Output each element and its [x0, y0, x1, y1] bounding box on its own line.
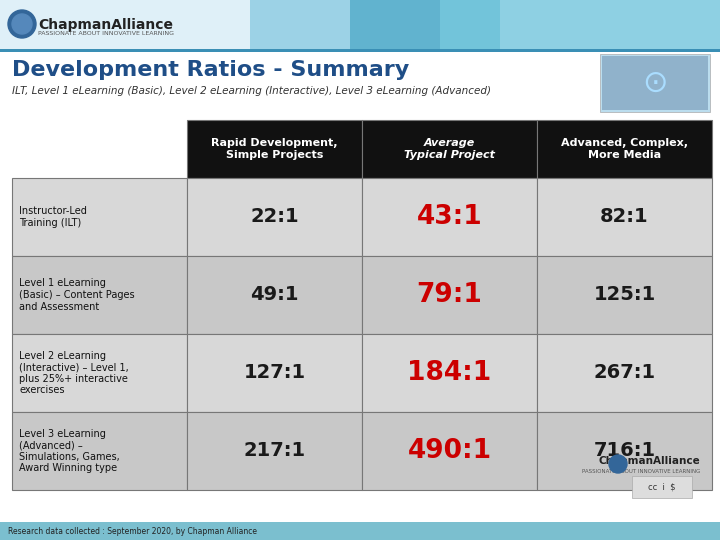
Bar [537, 256, 712, 334]
Bar [500, 0, 720, 49]
Text: Rapid Development,
Simple Projects: Rapid Development, Simple Projects [211, 138, 338, 160]
Bar [600, 54, 710, 112]
Text: Level 1 eLearning
(Basic) – Content Pages
and Assessment: Level 1 eLearning (Basic) – Content Page… [19, 279, 135, 312]
Bar [0, 49, 720, 52]
Bar [350, 0, 720, 49]
Bar [537, 120, 712, 178]
Text: 217:1: 217:1 [243, 442, 305, 461]
Text: Development Ratios - Summary: Development Ratios - Summary [12, 60, 409, 80]
Bar [12, 412, 187, 490]
Bar [187, 178, 362, 256]
Bar [0, 522, 720, 540]
Text: ChapmanAlliance: ChapmanAlliance [598, 456, 700, 466]
Bar [362, 178, 537, 256]
Bar [362, 256, 537, 334]
Bar [362, 120, 537, 178]
Text: 82:1: 82:1 [600, 207, 649, 226]
Text: Average
Typical Project: Average Typical Project [404, 138, 495, 160]
Circle shape [8, 10, 36, 38]
Text: 716:1: 716:1 [593, 442, 656, 461]
Bar [362, 412, 537, 490]
Bar [12, 334, 187, 412]
Text: Research data collected : September 2020, by Chapman Alliance: Research data collected : September 2020… [8, 526, 257, 536]
Text: ⊙: ⊙ [642, 69, 667, 98]
Bar [537, 412, 712, 490]
Text: 49:1: 49:1 [251, 286, 299, 305]
Text: 490:1: 490:1 [408, 438, 492, 464]
Text: Level 3 eLearning
(Advanced) –
Simulations, Games,
Award Winning type: Level 3 eLearning (Advanced) – Simulatio… [19, 429, 120, 474]
Text: ChapmanAlliance: ChapmanAlliance [38, 18, 173, 32]
Text: 184:1: 184:1 [408, 360, 492, 386]
Bar [187, 412, 362, 490]
Bar [187, 256, 362, 334]
Text: cc  i  $: cc i $ [648, 483, 676, 491]
Text: 43:1: 43:1 [417, 204, 482, 230]
Bar [602, 56, 708, 110]
Bar [187, 120, 362, 178]
Bar [632, 476, 692, 498]
Text: 22:1: 22:1 [250, 207, 299, 226]
Circle shape [12, 14, 32, 34]
Bar [440, 0, 720, 49]
Bar [537, 178, 712, 256]
Bar [187, 334, 362, 412]
Text: ILT, Level 1 eLearning (Basic), Level 2 eLearning (Interactive), Level 3 eLearni: ILT, Level 1 eLearning (Basic), Level 2 … [12, 86, 491, 96]
Text: 125:1: 125:1 [593, 286, 656, 305]
Bar [250, 0, 720, 49]
Text: Level 2 eLearning
(Interactive) – Level 1,
plus 25%+ interactive
exercises: Level 2 eLearning (Interactive) – Level … [19, 350, 129, 395]
Text: PASSIONATE ABOUT INNOVATIVE LEARNING: PASSIONATE ABOUT INNOVATIVE LEARNING [38, 31, 174, 36]
Bar [12, 178, 187, 256]
Text: 127:1: 127:1 [243, 363, 305, 382]
Bar [12, 256, 187, 334]
Text: PASSIONATE ABOUT INNOVATIVE LEARNING: PASSIONATE ABOUT INNOVATIVE LEARNING [582, 469, 700, 474]
Bar [537, 334, 712, 412]
Bar [362, 334, 537, 412]
Circle shape [609, 455, 627, 473]
Text: 79:1: 79:1 [417, 282, 482, 308]
Bar [0, 0, 720, 52]
Text: Instructor-Led
Training (ILT): Instructor-Led Training (ILT) [19, 206, 87, 228]
Text: 267:1: 267:1 [593, 363, 656, 382]
Text: Advanced, Complex,
More Media: Advanced, Complex, More Media [561, 138, 688, 160]
